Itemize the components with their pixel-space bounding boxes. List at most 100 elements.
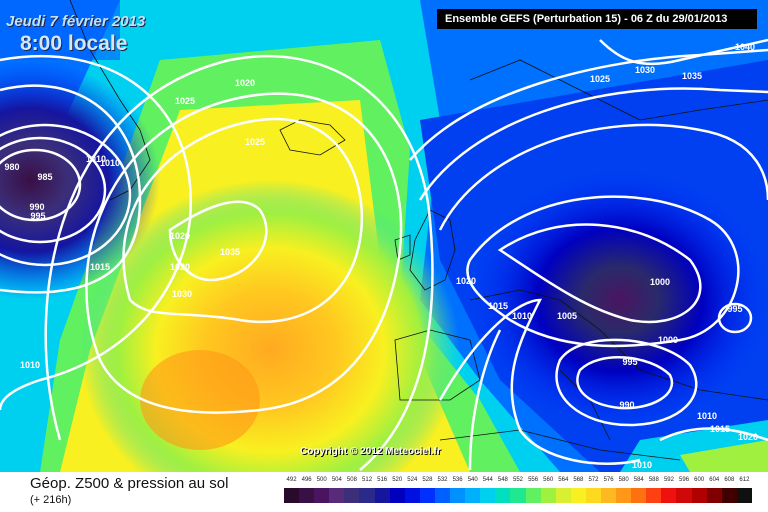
copyright: Copyright © 2012 Meteociel.fr <box>300 446 441 457</box>
scale-label: 548 <box>497 477 508 483</box>
scale-label: 560 <box>543 477 554 483</box>
isobar-1015-s <box>468 329 502 471</box>
isobar-label: 1025 <box>245 137 265 147</box>
scale-swatch <box>721 488 737 503</box>
isobar-label: 1010 <box>632 460 652 470</box>
isobar-label: 1000 <box>650 277 670 287</box>
isobar-1020 <box>44 55 434 471</box>
scale-swatch <box>585 488 601 503</box>
isobar-990 <box>576 356 674 410</box>
scale-label: 512 <box>362 477 373 483</box>
isobar-label: 1030 <box>635 65 655 75</box>
scale-label: 524 <box>407 477 418 483</box>
isobar-980 <box>0 148 82 222</box>
scale-swatches <box>284 488 752 503</box>
scale-swatch <box>284 488 300 503</box>
scale-swatch <box>706 488 722 503</box>
scale-swatch <box>600 488 617 503</box>
isobar-995-w <box>0 84 142 294</box>
isobar-label: 1035 <box>220 247 240 257</box>
isobar-label: 1015 <box>90 262 110 272</box>
scale-label: 592 <box>663 477 674 483</box>
africa-coast <box>439 429 681 461</box>
isobar-label: 995 <box>727 304 742 314</box>
isobar-label: 1010 <box>86 154 106 164</box>
ireland-coast <box>394 234 411 261</box>
isobar-985 <box>0 136 107 244</box>
scale-label: 572 <box>588 477 599 483</box>
isobar-label: 1030 <box>172 289 192 299</box>
isobar-label: 1020 <box>235 78 255 88</box>
scale-swatch <box>631 488 647 503</box>
isobar-1015-e <box>418 87 768 201</box>
scale-swatch <box>434 488 451 503</box>
pressure-map: 1020102510259809859909951010101010151010… <box>0 0 768 472</box>
isobar-label: 1040 <box>735 42 755 52</box>
scale-label: 564 <box>558 477 569 483</box>
isobar-label: 1035 <box>682 71 702 81</box>
british-isles-coast <box>409 209 456 291</box>
isobar-label: 1025 <box>175 96 195 106</box>
scale-swatch <box>344 488 360 503</box>
scale-label: 588 <box>648 477 659 483</box>
scale-label: 508 <box>346 477 357 483</box>
scale-swatch <box>450 488 466 503</box>
scale-swatch <box>299 488 315 503</box>
scale-labels: 492 496 500 504 508 512 516 520 524 528 532 536 540 5… <box>284 477 752 486</box>
scale-swatch <box>616 488 632 503</box>
scale-swatch <box>691 488 707 503</box>
isobar-1010-e <box>438 123 768 231</box>
isobar-1030-n <box>599 38 768 66</box>
scale-label: 556 <box>528 477 539 483</box>
isobar-label: 995 <box>30 211 45 221</box>
scale-label: 544 <box>482 477 493 483</box>
isobar-label: 1020 <box>170 262 190 272</box>
high-warm-patch <box>140 350 260 450</box>
scale-label: 612 <box>739 477 750 483</box>
scale-swatch <box>510 488 526 503</box>
isobar-label: 1005 <box>557 311 577 321</box>
scale-label: 536 <box>452 477 463 483</box>
scale-label: 596 <box>679 477 690 483</box>
isobar-1030 <box>122 117 364 324</box>
scale-swatch <box>329 488 345 503</box>
model-info-box: Ensemble GEFS (Perturbation 15) - 06 Z d… <box>437 9 757 29</box>
isobar-label: 1020 <box>738 432 758 442</box>
scale-label: 500 <box>316 477 327 483</box>
scale-swatch <box>480 488 496 503</box>
isobar-1020-e <box>409 48 768 161</box>
isobar-label: 1010 <box>697 411 717 421</box>
isobar-label: 1025 <box>590 74 610 84</box>
forecast-range: (+ 216h) <box>30 494 72 506</box>
isobar-1015-se <box>659 427 768 442</box>
isobar-995 <box>555 338 698 427</box>
scale-label: 516 <box>377 477 388 483</box>
isobar-label: 1020 <box>456 276 476 286</box>
scale-label: 584 <box>633 477 644 483</box>
scale-label: 504 <box>331 477 342 483</box>
scale-label: 576 <box>603 477 614 483</box>
legend-bar: Géop. Z500 & pression au sol (+ 216h) 49… <box>0 472 768 512</box>
scale-swatch <box>374 488 390 503</box>
nw-corner <box>0 0 120 60</box>
isobar-label: 1015 <box>488 301 508 311</box>
scale-label: 540 <box>467 477 478 483</box>
isobar-1025 <box>85 92 403 414</box>
forecast-local-time: 8:00 locale <box>20 32 128 55</box>
scale-swatch <box>570 488 586 503</box>
scale-label: 608 <box>724 477 735 483</box>
scale-label: 600 <box>694 477 705 483</box>
scale-swatch <box>525 488 541 503</box>
iberia-coast <box>394 329 481 401</box>
scale-label: 496 <box>301 477 312 483</box>
scale-swatch <box>359 488 375 503</box>
scale-label: 532 <box>437 477 448 483</box>
chart-title: Géop. Z500 & pression au sol <box>30 475 229 492</box>
scale-label: 552 <box>512 477 523 483</box>
low-pressure-east <box>470 170 768 430</box>
isobar-1035 <box>168 200 268 282</box>
isobar-labels: 1020102510259809859909951010101010151010… <box>4 42 758 470</box>
isobar-label: 980 <box>4 162 19 172</box>
scale-label: 580 <box>618 477 629 483</box>
